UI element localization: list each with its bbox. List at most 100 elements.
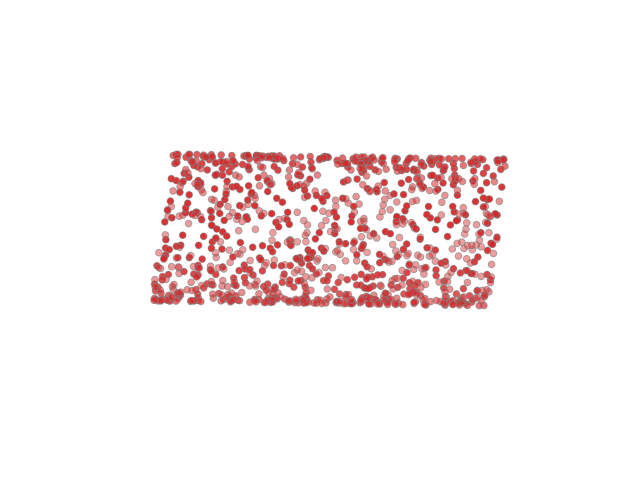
scatter-point bbox=[294, 277, 303, 285]
scatter-point bbox=[253, 277, 261, 286]
scatter-point bbox=[426, 157, 435, 166]
scatter-point bbox=[269, 261, 278, 270]
scatter-point bbox=[375, 250, 384, 259]
scatter-point bbox=[379, 201, 388, 209]
scatter-point bbox=[255, 207, 264, 215]
scatter-point bbox=[207, 213, 216, 222]
scatter-point bbox=[270, 256, 279, 264]
scatter-point bbox=[326, 227, 335, 236]
scatter-point bbox=[492, 235, 501, 244]
scatter-point bbox=[316, 296, 325, 305]
scatter-point bbox=[207, 221, 216, 230]
scatter-point bbox=[214, 203, 222, 212]
scatter-point bbox=[297, 267, 306, 276]
scatter-point bbox=[486, 212, 494, 221]
scatter-point bbox=[357, 295, 365, 304]
scatter-point bbox=[395, 233, 404, 242]
scatter-point bbox=[306, 152, 315, 161]
scatter-point bbox=[453, 186, 462, 195]
scatter-point bbox=[448, 202, 457, 211]
scatter-point bbox=[225, 212, 234, 221]
scatter-point bbox=[202, 153, 210, 162]
scatter-point bbox=[487, 273, 496, 281]
scatter-point bbox=[206, 262, 215, 271]
scatter-point bbox=[488, 240, 497, 249]
scatter-point bbox=[481, 218, 490, 227]
scatter-point bbox=[362, 225, 371, 234]
scatter-point bbox=[481, 202, 490, 211]
scatter-point bbox=[437, 155, 446, 163]
scatter-point bbox=[364, 284, 373, 293]
scatter-point bbox=[431, 257, 440, 266]
scatter-point bbox=[363, 248, 371, 257]
scatter-point bbox=[347, 166, 355, 174]
scatter-point bbox=[285, 220, 294, 229]
scatter-point bbox=[426, 244, 434, 252]
scatter-point bbox=[344, 290, 353, 299]
scatter-point bbox=[374, 167, 383, 176]
scatter-point bbox=[186, 251, 195, 260]
scatter-point bbox=[335, 297, 344, 306]
scatter-point bbox=[175, 212, 184, 221]
scatter-point bbox=[443, 232, 452, 241]
scatter-point bbox=[178, 231, 187, 240]
scatter-point bbox=[308, 264, 317, 273]
scatter-point bbox=[455, 210, 464, 218]
scatter-point bbox=[441, 261, 450, 269]
scatter-point bbox=[437, 173, 445, 182]
scatter-point bbox=[349, 245, 358, 254]
scatter-point bbox=[470, 180, 479, 189]
scatter-point bbox=[290, 268, 299, 277]
scatter-point bbox=[158, 276, 167, 284]
scatter-point bbox=[214, 264, 223, 272]
scatter-point bbox=[308, 273, 316, 282]
scatter-point bbox=[169, 187, 177, 195]
scatter-point bbox=[343, 275, 352, 284]
scatter-point bbox=[252, 297, 260, 306]
scatter-point bbox=[236, 238, 245, 247]
scatter-point bbox=[447, 268, 455, 277]
scatter-point bbox=[307, 286, 315, 295]
scatter-point bbox=[341, 256, 350, 265]
scatter-point bbox=[213, 225, 221, 233]
scatter-point bbox=[268, 247, 277, 256]
scatter-point bbox=[421, 280, 430, 289]
scatter-point bbox=[294, 168, 303, 177]
scatter-point bbox=[428, 251, 437, 259]
scatter-point bbox=[362, 172, 371, 180]
scatter-point bbox=[448, 245, 457, 253]
scatter-point bbox=[323, 276, 331, 285]
scatter-point bbox=[183, 285, 192, 294]
scatter-point bbox=[362, 275, 371, 283]
scatter-point bbox=[232, 182, 241, 191]
scatter-point bbox=[463, 266, 472, 275]
scatter-point bbox=[335, 240, 344, 248]
scatter-point bbox=[280, 260, 289, 269]
scatter-point bbox=[172, 254, 181, 262]
scatter-point bbox=[393, 167, 402, 176]
scatter-point bbox=[188, 158, 196, 166]
scatter-points bbox=[150, 150, 509, 310]
scatter-point bbox=[487, 260, 496, 269]
scatter-point bbox=[299, 182, 308, 191]
scatter-point bbox=[273, 241, 282, 249]
scatter-point bbox=[222, 187, 231, 196]
scatter-point bbox=[398, 266, 407, 275]
scatter-point bbox=[335, 290, 344, 298]
scatter-point bbox=[278, 278, 287, 287]
scatter-point bbox=[283, 238, 292, 247]
scatter-point bbox=[485, 228, 493, 237]
scatter-point bbox=[357, 233, 366, 241]
scatter-point bbox=[234, 226, 243, 235]
scatter-point bbox=[168, 214, 176, 222]
scatter-point bbox=[211, 159, 220, 167]
scatter-point bbox=[379, 252, 387, 261]
scatter-point bbox=[404, 156, 412, 165]
scatter-point bbox=[410, 298, 418, 307]
scatter-point bbox=[447, 174, 456, 183]
scatter-point bbox=[370, 156, 379, 164]
scatter-point bbox=[239, 203, 247, 212]
scatter-point bbox=[255, 182, 264, 190]
scatter-point bbox=[227, 289, 236, 297]
scatter-point bbox=[398, 300, 407, 309]
